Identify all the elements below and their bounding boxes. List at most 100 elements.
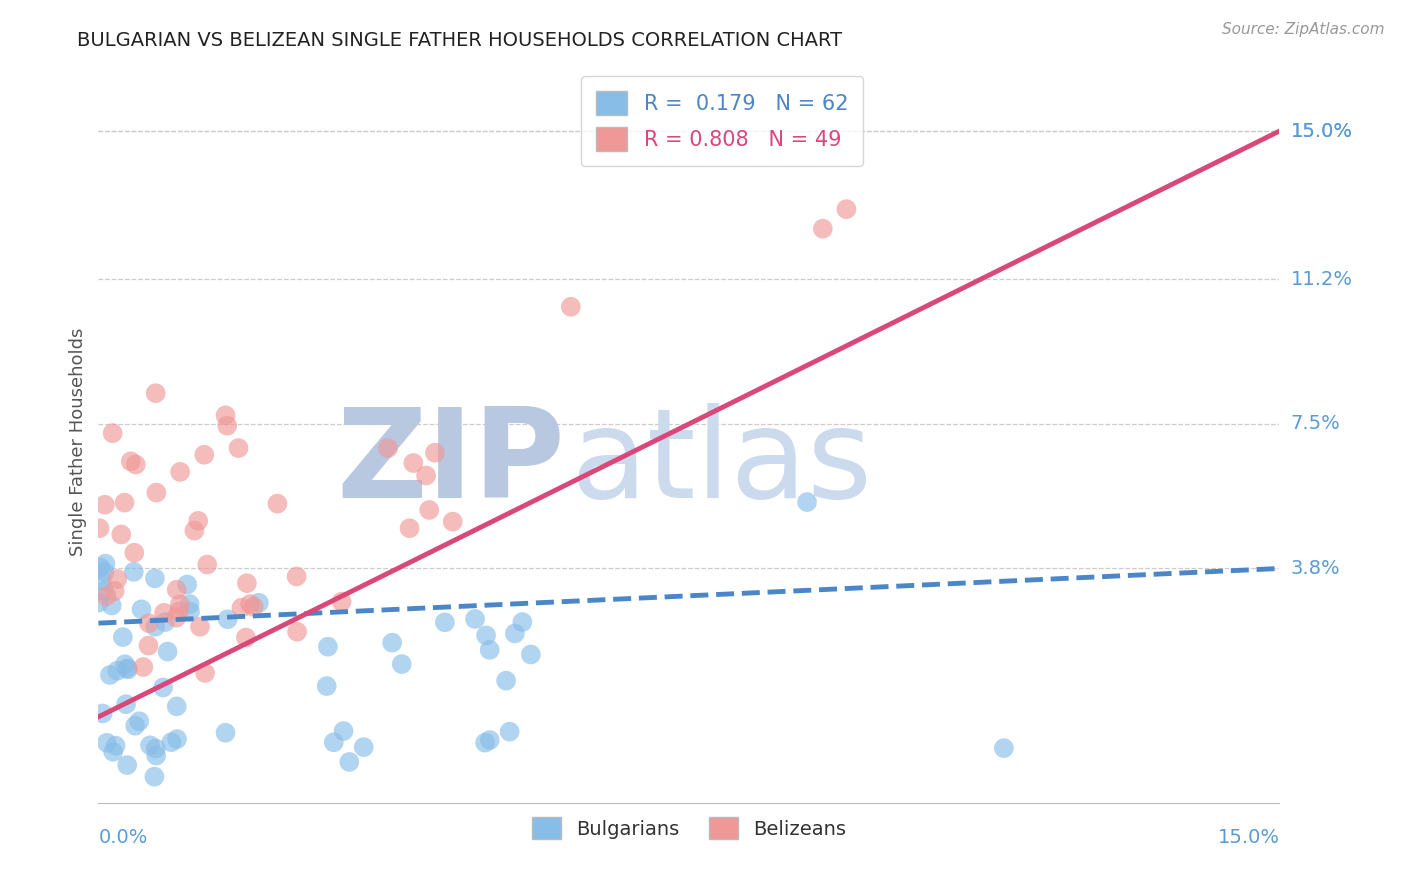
Point bbox=[214, 409, 236, 423]
Point bbox=[194, 665, 217, 680]
Point bbox=[811, 221, 834, 235]
Point bbox=[520, 648, 543, 662]
Point bbox=[239, 597, 262, 611]
Point bbox=[145, 748, 167, 763]
Point bbox=[138, 639, 160, 653]
Text: 0.0%: 0.0% bbox=[98, 828, 148, 847]
Point bbox=[139, 739, 162, 753]
Point bbox=[423, 446, 446, 460]
Text: 7.5%: 7.5% bbox=[1291, 415, 1340, 434]
Point bbox=[117, 662, 139, 676]
Point bbox=[165, 610, 187, 624]
Point bbox=[145, 386, 167, 401]
Point bbox=[285, 624, 308, 639]
Point bbox=[166, 582, 188, 597]
Point bbox=[115, 758, 138, 772]
Point bbox=[322, 735, 344, 749]
Point bbox=[94, 557, 117, 571]
Point bbox=[111, 630, 134, 644]
Point bbox=[89, 521, 111, 535]
Point bbox=[100, 599, 122, 613]
Point bbox=[115, 697, 138, 711]
Point bbox=[143, 571, 166, 585]
Point bbox=[247, 596, 270, 610]
Point bbox=[381, 635, 404, 649]
Point bbox=[495, 673, 517, 688]
Y-axis label: Single Father Households: Single Father Households bbox=[69, 327, 87, 556]
Point bbox=[441, 515, 464, 529]
Point bbox=[188, 620, 211, 634]
Point bbox=[125, 458, 148, 472]
Point bbox=[114, 657, 136, 672]
Point bbox=[131, 602, 153, 616]
Text: atlas: atlas bbox=[571, 402, 873, 524]
Point bbox=[236, 576, 259, 591]
Point bbox=[167, 605, 190, 619]
Point bbox=[398, 521, 420, 535]
Point bbox=[96, 589, 118, 603]
Text: ZIP: ZIP bbox=[336, 402, 565, 524]
Text: 15.0%: 15.0% bbox=[1291, 121, 1353, 141]
Point bbox=[143, 620, 166, 634]
Text: 3.8%: 3.8% bbox=[1291, 559, 1340, 578]
Point bbox=[330, 594, 353, 608]
Point bbox=[266, 497, 288, 511]
Point bbox=[156, 644, 179, 658]
Point bbox=[114, 495, 136, 509]
Point bbox=[402, 456, 425, 470]
Point bbox=[93, 584, 115, 599]
Point bbox=[96, 736, 118, 750]
Point bbox=[475, 628, 498, 642]
Point bbox=[353, 740, 375, 755]
Legend: Bulgarians, Belizeans: Bulgarians, Belizeans bbox=[523, 809, 855, 847]
Text: 15.0%: 15.0% bbox=[1218, 828, 1279, 847]
Point bbox=[132, 660, 155, 674]
Point bbox=[169, 465, 191, 479]
Point bbox=[176, 577, 198, 591]
Point bbox=[195, 558, 218, 572]
Point bbox=[285, 569, 308, 583]
Point bbox=[214, 725, 236, 739]
Point bbox=[166, 732, 188, 747]
Point bbox=[391, 657, 413, 672]
Point bbox=[179, 597, 201, 611]
Point bbox=[166, 699, 188, 714]
Text: 11.2%: 11.2% bbox=[1291, 270, 1353, 289]
Point bbox=[105, 572, 128, 586]
Point bbox=[796, 495, 818, 509]
Point bbox=[235, 631, 257, 645]
Point bbox=[183, 524, 205, 538]
Point bbox=[87, 595, 110, 609]
Point bbox=[217, 418, 239, 433]
Point bbox=[316, 640, 339, 654]
Point bbox=[433, 615, 456, 630]
Point bbox=[478, 733, 501, 747]
Point bbox=[98, 668, 121, 682]
Point bbox=[337, 755, 360, 769]
Point bbox=[110, 527, 132, 541]
Text: Source: ZipAtlas.com: Source: ZipAtlas.com bbox=[1222, 22, 1385, 37]
Point bbox=[512, 615, 534, 629]
Point bbox=[101, 426, 124, 441]
Point bbox=[91, 706, 114, 721]
Point bbox=[128, 714, 150, 729]
Point bbox=[242, 599, 264, 614]
Point bbox=[145, 485, 167, 500]
Point bbox=[179, 605, 201, 619]
Point bbox=[187, 514, 209, 528]
Point bbox=[124, 719, 146, 733]
Point bbox=[835, 202, 858, 216]
Point bbox=[193, 448, 215, 462]
Point bbox=[145, 741, 167, 756]
Text: BULGARIAN VS BELIZEAN SINGLE FATHER HOUSEHOLDS CORRELATION CHART: BULGARIAN VS BELIZEAN SINGLE FATHER HOUS… bbox=[77, 31, 842, 50]
Point bbox=[153, 606, 176, 620]
Point bbox=[228, 441, 250, 455]
Point bbox=[498, 724, 520, 739]
Point bbox=[89, 560, 111, 574]
Point bbox=[503, 626, 526, 640]
Point bbox=[377, 441, 399, 455]
Point bbox=[478, 643, 501, 657]
Point bbox=[332, 724, 354, 739]
Point bbox=[143, 770, 166, 784]
Point bbox=[120, 454, 142, 468]
